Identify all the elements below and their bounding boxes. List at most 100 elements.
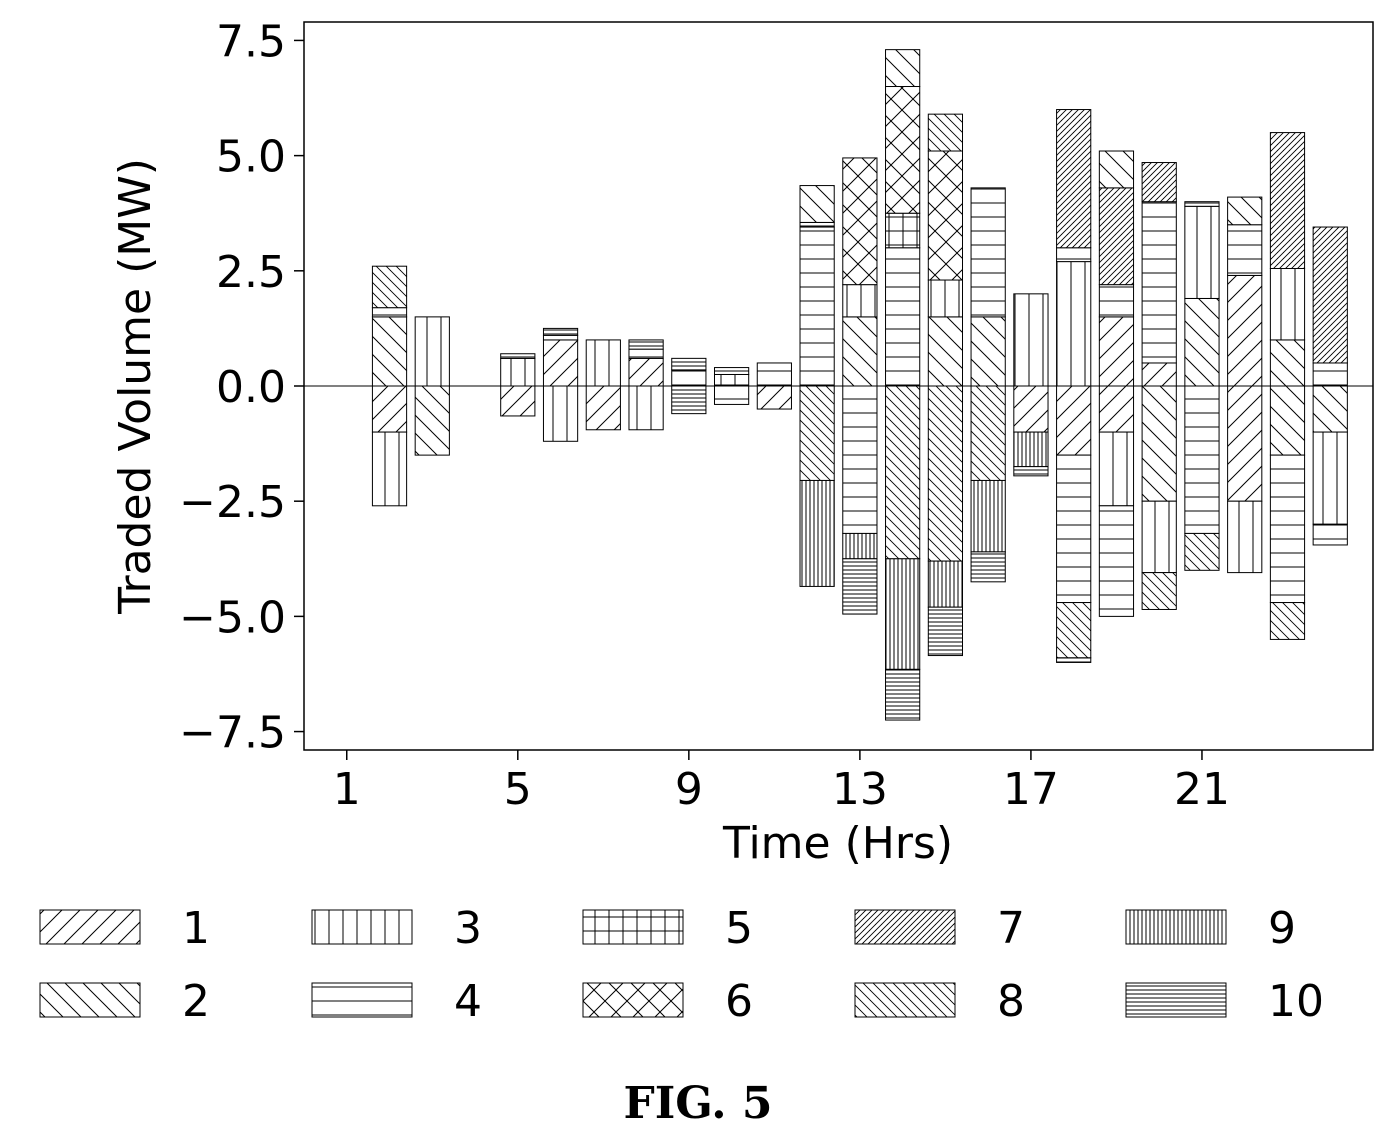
bar-segment-h23-s3-pos [1269,268,1306,341]
bar-segment-h9-s10-neg [671,385,707,415]
bar-segment-h19-s2-pos [1098,150,1135,189]
bar-segment-h14-s6-pos [885,86,921,214]
y-tick-label: 7.5 [216,16,286,67]
bar-segment-h2-s8-pos [371,265,408,309]
legend-label: 7 [997,903,1025,954]
bar-segment-h17-s1-neg [1013,385,1049,433]
bar-segment-h23-s2-neg [1269,385,1306,456]
bar-segment-h16-s2-pos [970,316,1006,387]
bar-segment-h6-s10-pos [542,327,579,336]
bar-segment-h22-s4-pos [1227,224,1263,276]
bar-segment-h7-s1-neg [585,385,621,431]
bar-segment-h13-s2-pos [842,316,878,387]
legend-item-10: 10 [1125,976,1324,1027]
legend-label: 5 [725,903,753,954]
bar-segment-h8-s10-pos [628,339,664,350]
bar-segment-h24-s4-neg [1312,523,1348,546]
bar-segment-h13-s10-neg [842,558,878,615]
x-tick-label: 13 [832,764,888,815]
legend-item-9: 9 [1125,903,1296,954]
bar-segment-h12-s4-pos [799,226,835,387]
legend-swatch [854,982,956,1018]
bar-segment-h15-s9-neg [927,560,964,608]
bar-segment-h20-s3-neg [1141,500,1177,574]
bar-segment-h12-s2-pos [799,185,835,223]
bar-segment-h11-s1-neg [756,385,792,410]
bar-segment-h17-s3-pos [1013,293,1049,387]
x-axis-label: Time (Hrs) [722,818,953,869]
bar-segment-h15-s10-neg [927,606,964,657]
x-tick-label: 5 [504,764,532,815]
bar-segment-h22-s2-pos [1227,196,1263,226]
bar-segment-h14-s8-neg [885,385,921,560]
bar-segment-h17-s10-neg [1013,466,1049,477]
legend-item-6: 6 [582,976,753,1027]
legend-label: 1 [182,903,210,954]
bar-segment-h13-s9-neg [842,532,878,560]
bar-segment-h16-s4-pos [970,187,1006,318]
bar-segment-h23-s2-pos [1269,339,1306,387]
bar-segment-h9-s10-pos [671,357,707,371]
legend-label: 2 [182,976,210,1027]
bar-segment-h20-s7-pos [1141,162,1177,203]
bar-segment-h13-s4-neg [842,385,878,534]
bar-segment-h12-s8-neg [799,385,835,481]
bar-segment-h22-s3-neg [1227,500,1263,574]
legend-item-3: 3 [311,903,482,954]
legend-swatch [1125,982,1227,1018]
legend-item-5: 5 [582,903,753,954]
bar-segment-h23-s4-neg [1269,454,1306,604]
bar-segment-h24-s2-neg [1312,385,1348,433]
bar-segment-h23-s8-neg [1269,602,1306,640]
legend-label: 3 [454,903,482,954]
y-tick-label: 0.0 [216,362,286,413]
bar-segment-h5-s1-neg [500,385,536,417]
axes-layer: 1 5 9 13 17 21 7.5 5.0 2.5 0.0 −2.5 −5.0 −7.5 [179,16,1230,815]
bar-segment-h19-s1-neg [1098,385,1135,433]
bar-segment-h10-s5-pos [713,373,750,387]
x-tick-label: 17 [1003,764,1059,815]
bar-segment-h24-s7-pos [1312,226,1348,364]
bar-segment-h12-s10-pos [799,221,835,228]
legend-item-8: 8 [854,976,1025,1027]
bar-segment-h5-s4-pos [500,353,536,359]
bar-segment-h18-s4-pos [1056,247,1092,263]
bar-segment-h11-s4-pos [756,362,792,387]
bar-segment-h2-s2-pos [371,316,408,387]
bar-segment-h19-s4-neg [1098,505,1135,617]
bar-segment-h2-s1-neg [371,385,408,433]
x-tick-label: 1 [333,764,361,815]
bar-segment-h13-s6-pos [842,157,878,286]
bar-segment-h8-s1-pos [628,357,664,387]
bar-segment-h14-s5-pos [885,212,921,249]
bar-segment-h18-s10-neg [1056,657,1092,663]
y-tick-label: −2.5 [179,477,286,528]
legend-item-7: 7 [854,903,1025,954]
bar-segment-h14-s4-pos [885,247,921,387]
bar-segment-h7-s3-pos [585,339,621,387]
bar-segment-h2-s4-pos [371,307,408,318]
bar-segment-h18-s4-neg [1056,454,1092,604]
legend-label: 9 [1268,903,1296,954]
bar-segment-h18-s8-neg [1056,602,1092,659]
bar-segment-h5-s3-pos [500,357,536,387]
bar-segment-h21-s8-neg [1184,532,1220,571]
bar-segment-h22-s1-pos [1227,274,1263,387]
legend-label: 4 [454,976,482,1027]
bar-segment-h21-s3-pos [1184,205,1220,299]
bar-segment-h20-s1-pos [1141,362,1177,387]
legend-swatch [854,909,956,945]
bar-segment-h15-s8-pos [927,113,964,152]
bar-segment-h14-s2-pos [885,49,921,88]
legend-label: 10 [1268,976,1324,1027]
bar-segment-h14-s9-neg [885,558,921,670]
bar-segment-h15-s6-pos [927,150,964,281]
bar-segment-h20-s8-neg [1141,572,1177,610]
legend-swatch [582,982,684,1018]
bar-segment-h6-s4-pos [542,334,579,341]
legend-label: 8 [997,976,1025,1027]
bar-segment-h15-s3-pos [927,279,964,318]
bar-segment-h9-s4-pos [671,369,707,387]
bar-segment-h24-s3-neg [1312,431,1348,525]
y-tick-label: 5.0 [216,132,286,183]
